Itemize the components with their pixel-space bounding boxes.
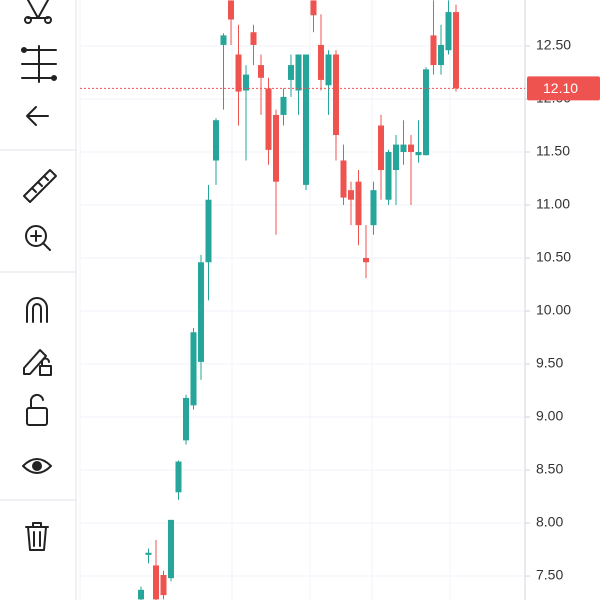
candle-body xyxy=(153,565,159,600)
candle-body xyxy=(310,0,317,16)
y-tick-label: 9.50 xyxy=(536,355,563,371)
y-tick-label: 10.50 xyxy=(536,249,571,265)
y-tick-label: 9.00 xyxy=(536,408,563,424)
back-arrow[interactable] xyxy=(26,106,49,126)
candle-body xyxy=(400,144,407,153)
candle-body xyxy=(258,65,264,78)
candle-body xyxy=(235,54,242,92)
zoom-tool[interactable] xyxy=(25,225,51,251)
y-tick-label: 12.50 xyxy=(536,37,571,53)
lock-draw-tool[interactable] xyxy=(23,349,52,376)
candle-body xyxy=(363,258,369,263)
candle-body xyxy=(378,125,384,171)
candle-body xyxy=(385,152,392,200)
magnet-tool[interactable] xyxy=(26,297,48,323)
candle-body xyxy=(438,44,444,66)
candle-body xyxy=(295,54,302,91)
candle-body xyxy=(205,199,212,263)
candle-body xyxy=(213,120,219,161)
candle-body xyxy=(220,35,227,45)
candle-body xyxy=(355,181,362,226)
candle-body xyxy=(243,74,249,91)
candle-body xyxy=(303,54,309,185)
y-tick-label: 7.50 xyxy=(536,567,563,583)
candle-body xyxy=(408,144,414,153)
toolbar xyxy=(0,0,77,600)
candle-body xyxy=(190,332,197,406)
y-tick-label: 8.00 xyxy=(536,514,563,530)
candle-body xyxy=(145,552,152,555)
lock-tool[interactable] xyxy=(26,393,48,426)
candle-body xyxy=(280,96,287,115)
candle-body xyxy=(415,152,422,156)
y-tick-label: 10.00 xyxy=(536,302,571,318)
candle-body xyxy=(265,88,272,150)
candle-body xyxy=(318,44,324,80)
candle-body xyxy=(160,574,167,596)
candle-body xyxy=(198,262,204,362)
candle-body xyxy=(168,519,174,579)
pattern-tool[interactable] xyxy=(24,0,52,24)
candle-body xyxy=(445,12,452,51)
candle-body xyxy=(430,35,437,66)
candle-body xyxy=(250,32,257,45)
last-price-label: 12.10 xyxy=(543,80,578,96)
candle-body xyxy=(340,160,347,198)
ruler-tool[interactable] xyxy=(23,169,57,203)
candle-body xyxy=(228,0,234,20)
candle-body xyxy=(348,190,354,200)
y-tick-label: 11.50 xyxy=(536,143,570,159)
candle-body xyxy=(175,461,182,493)
candle-body xyxy=(423,69,429,156)
y-tick-label: 11.00 xyxy=(536,196,570,212)
trash-tool[interactable] xyxy=(25,522,49,551)
last-price-badge xyxy=(527,76,600,101)
fib-tool[interactable] xyxy=(21,45,57,83)
candle-body xyxy=(393,144,399,171)
candle-body xyxy=(333,54,339,136)
candle-body xyxy=(273,114,279,182)
candle-body xyxy=(288,65,294,80)
candle-body xyxy=(183,397,189,441)
candle-body xyxy=(453,12,459,89)
candle-body xyxy=(138,589,144,600)
candle-body xyxy=(370,190,377,226)
y-tick-label: 8.50 xyxy=(536,461,563,477)
eye-tool[interactable] xyxy=(22,458,52,474)
vertical-grid xyxy=(79,0,451,600)
candle-body xyxy=(325,54,332,86)
